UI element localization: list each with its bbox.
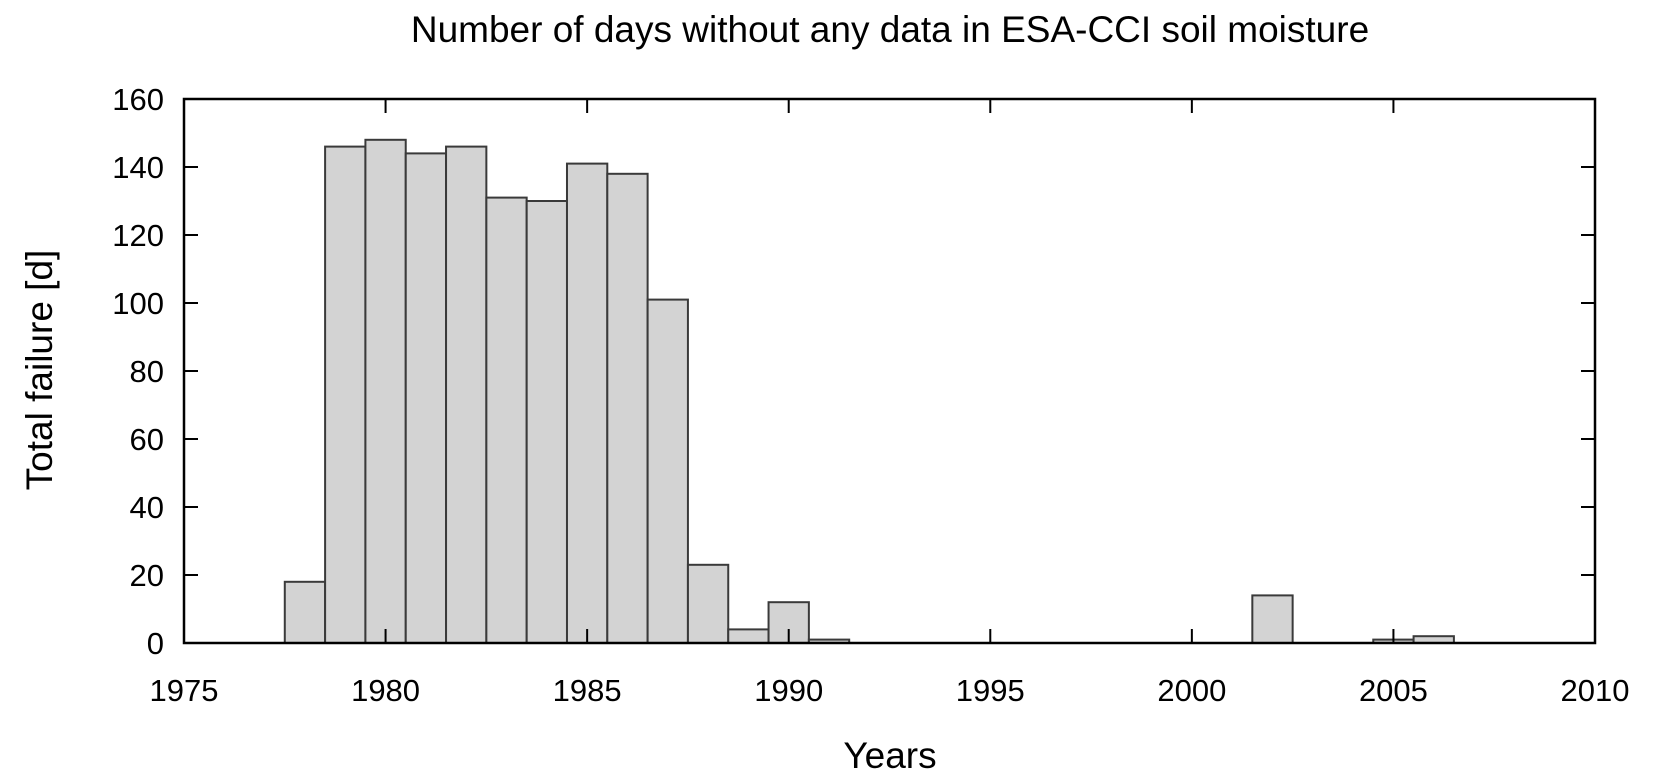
chart-title: Number of days without any data in ESA-C…: [411, 9, 1369, 50]
x-tick-label-1980: 1980: [351, 673, 420, 708]
bar-1980: [364, 138, 407, 645]
y-tick-label-120: 120: [112, 218, 164, 253]
bar-1978: [283, 580, 327, 644]
x-tick-label-1975: 1975: [150, 673, 219, 708]
bar-1979: [324, 145, 367, 644]
y-tick-label-100: 100: [112, 286, 164, 321]
bar-1984: [525, 200, 568, 644]
bar-1986: [606, 172, 649, 645]
x-tick-label-2005: 2005: [1359, 673, 1428, 708]
x-tick-label-2000: 2000: [1157, 673, 1226, 708]
x-tick-label-2010: 2010: [1561, 673, 1630, 708]
x-tick-label-1995: 1995: [956, 673, 1025, 708]
y-axis-label: Total failure [d]: [19, 250, 60, 491]
y-tick-label-20: 20: [130, 558, 164, 593]
plot-frame: [182, 97, 1597, 645]
bar-1989: [727, 628, 770, 645]
bar-1981: [404, 152, 448, 644]
y-tick-label-60: 60: [130, 422, 164, 457]
bar-1983: [485, 196, 528, 644]
x-axis-label: Years: [843, 735, 936, 776]
bar-1982: [445, 145, 488, 644]
y-tick-label-160: 160: [112, 82, 164, 117]
bar-2002: [1251, 594, 1294, 645]
y-tick-label-40: 40: [130, 490, 164, 525]
bar-1985: [565, 162, 609, 644]
bar-1987: [646, 298, 689, 644]
axis-ticks: 1975 1980 1985 1990 1995 2000 2005 2010 0 20 40 60 8…: [112, 82, 1629, 708]
bar-1988: [686, 563, 730, 644]
bars: [283, 138, 1455, 645]
x-tick-label-1990: 1990: [754, 673, 823, 708]
x-tick-label-1985: 1985: [553, 673, 622, 708]
y-tick-label-0: 0: [147, 626, 164, 661]
y-tick-label-140: 140: [112, 150, 164, 185]
y-tick-label-80: 80: [130, 354, 164, 389]
